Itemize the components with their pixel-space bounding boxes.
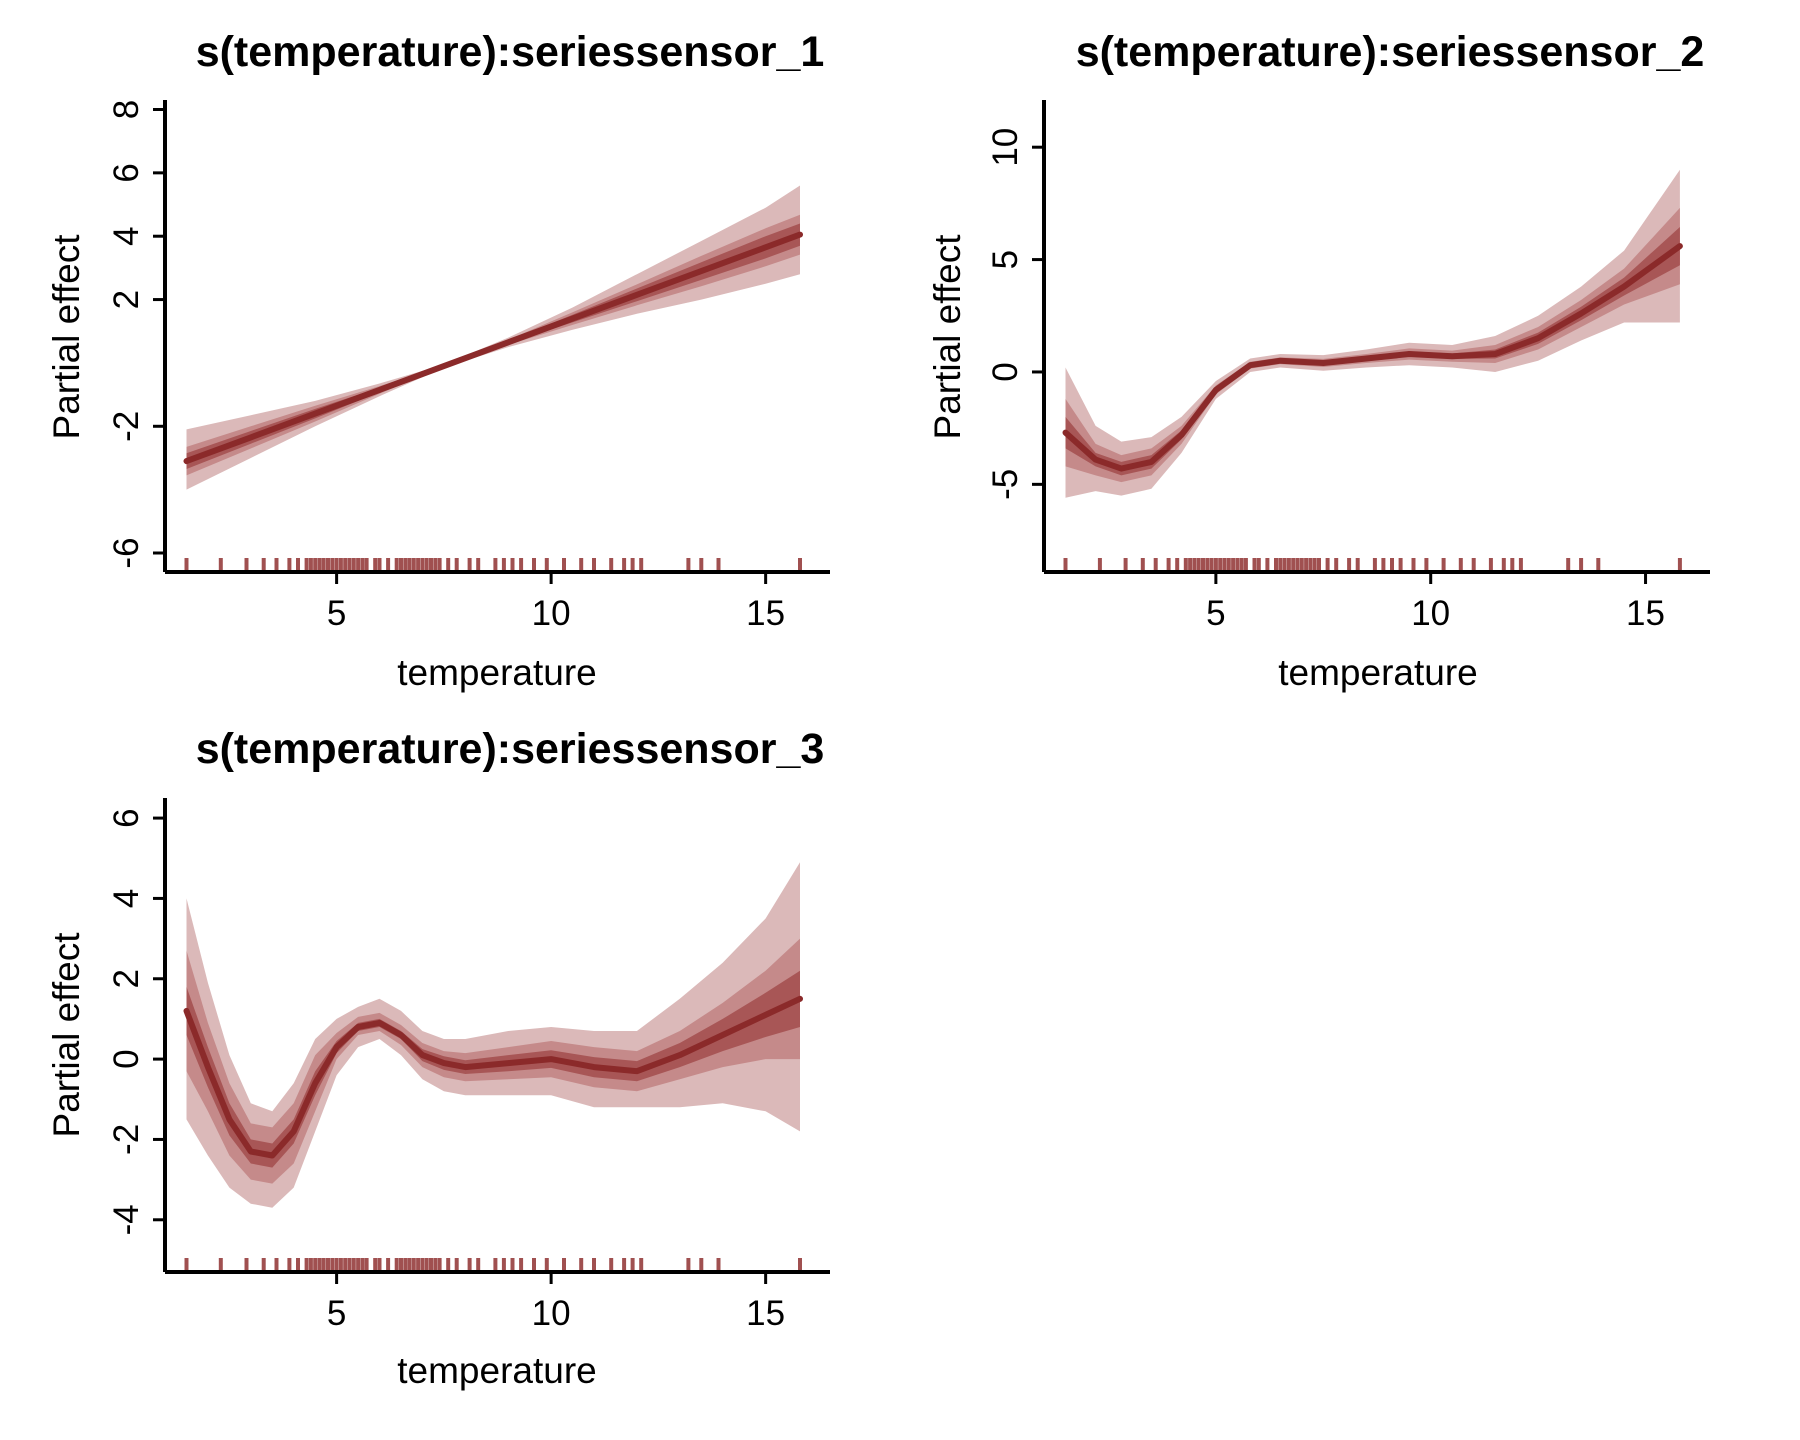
y-tick-label: 6 xyxy=(107,163,146,182)
x-axis-label: temperature xyxy=(397,1350,597,1391)
plot-area: -5 0 5 10 5 10 15 xyxy=(986,100,1710,633)
x-tick-label: 15 xyxy=(1626,594,1665,633)
plot-area: -6 -2 2 4 6 8 5 10 15 xyxy=(107,100,830,633)
x-tick-label: 10 xyxy=(532,1294,571,1333)
panel-title: s(temperature):seriessensor_1 xyxy=(196,28,825,76)
y-tick-label: 4 xyxy=(107,226,146,245)
mean-line xyxy=(183,231,803,465)
y-tick-label: -6 xyxy=(107,537,146,568)
y-tick-label: 4 xyxy=(107,889,146,908)
band-middle xyxy=(1065,207,1680,483)
band-middle xyxy=(186,214,800,476)
plot-area: -4 -2 0 2 4 6 5 10 15 xyxy=(107,798,830,1333)
y-tick-label: -4 xyxy=(107,1204,146,1235)
x-tick-label: 5 xyxy=(327,1294,346,1333)
y-tick-label: -2 xyxy=(107,1124,146,1155)
y-axis-label: Partial effect xyxy=(46,932,87,1138)
panel-sensor-2: s(temperature):seriessensor_2 Partial ef… xyxy=(927,28,1710,693)
y-tick-label: -5 xyxy=(986,469,1025,500)
y-tick-label: 5 xyxy=(986,250,1025,269)
x-axis-label: temperature xyxy=(1278,652,1478,693)
rug xyxy=(1063,558,1682,571)
x-tick-label: 10 xyxy=(1411,594,1450,633)
y-axis-label: Partial effect xyxy=(927,234,968,440)
y-tick-label: 10 xyxy=(986,128,1025,167)
x-tick-label: 5 xyxy=(327,594,346,633)
y-tick-label: 6 xyxy=(107,808,146,827)
y-tick-label: -2 xyxy=(107,411,146,442)
mean-line xyxy=(1062,243,1683,472)
x-tick-label: 15 xyxy=(746,1294,785,1333)
mean-line xyxy=(183,995,803,1159)
x-axis-label: temperature xyxy=(397,652,597,693)
band-outer xyxy=(186,185,800,490)
panel-sensor-1: s(temperature):seriessensor_1 Partial ef… xyxy=(46,28,830,693)
x-tick-label: 5 xyxy=(1206,594,1225,633)
band-outer xyxy=(186,862,800,1208)
rug xyxy=(184,1258,802,1271)
panel-title: s(temperature):seriessensor_2 xyxy=(1076,28,1705,76)
y-tick-label: 8 xyxy=(107,100,146,119)
panel-title: s(temperature):seriessensor_3 xyxy=(196,725,825,773)
y-tick-label: 0 xyxy=(986,362,1025,381)
y-tick-label: 2 xyxy=(107,969,146,988)
panel-sensor-3: s(temperature):seriessensor_3 Partial ef… xyxy=(46,725,830,1391)
rug xyxy=(184,558,802,571)
y-tick-label: 0 xyxy=(107,1049,146,1068)
band-inner xyxy=(186,970,800,1168)
y-tick-label: 2 xyxy=(107,290,146,309)
x-tick-label: 15 xyxy=(746,594,785,633)
x-tick-label: 10 xyxy=(532,594,571,633)
y-axis-label: Partial effect xyxy=(46,234,87,440)
